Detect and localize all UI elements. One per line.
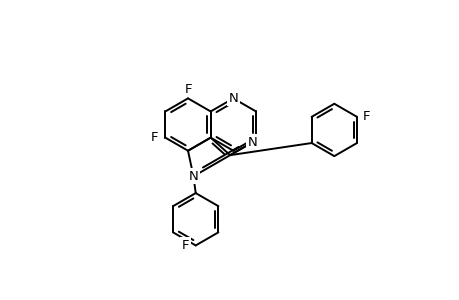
Text: N: N: [247, 136, 257, 148]
Text: F: F: [363, 110, 370, 123]
Text: F: F: [182, 239, 189, 252]
Text: F: F: [184, 82, 191, 96]
Text: N: N: [228, 92, 238, 105]
Text: N: N: [188, 170, 198, 183]
Text: F: F: [151, 131, 158, 144]
